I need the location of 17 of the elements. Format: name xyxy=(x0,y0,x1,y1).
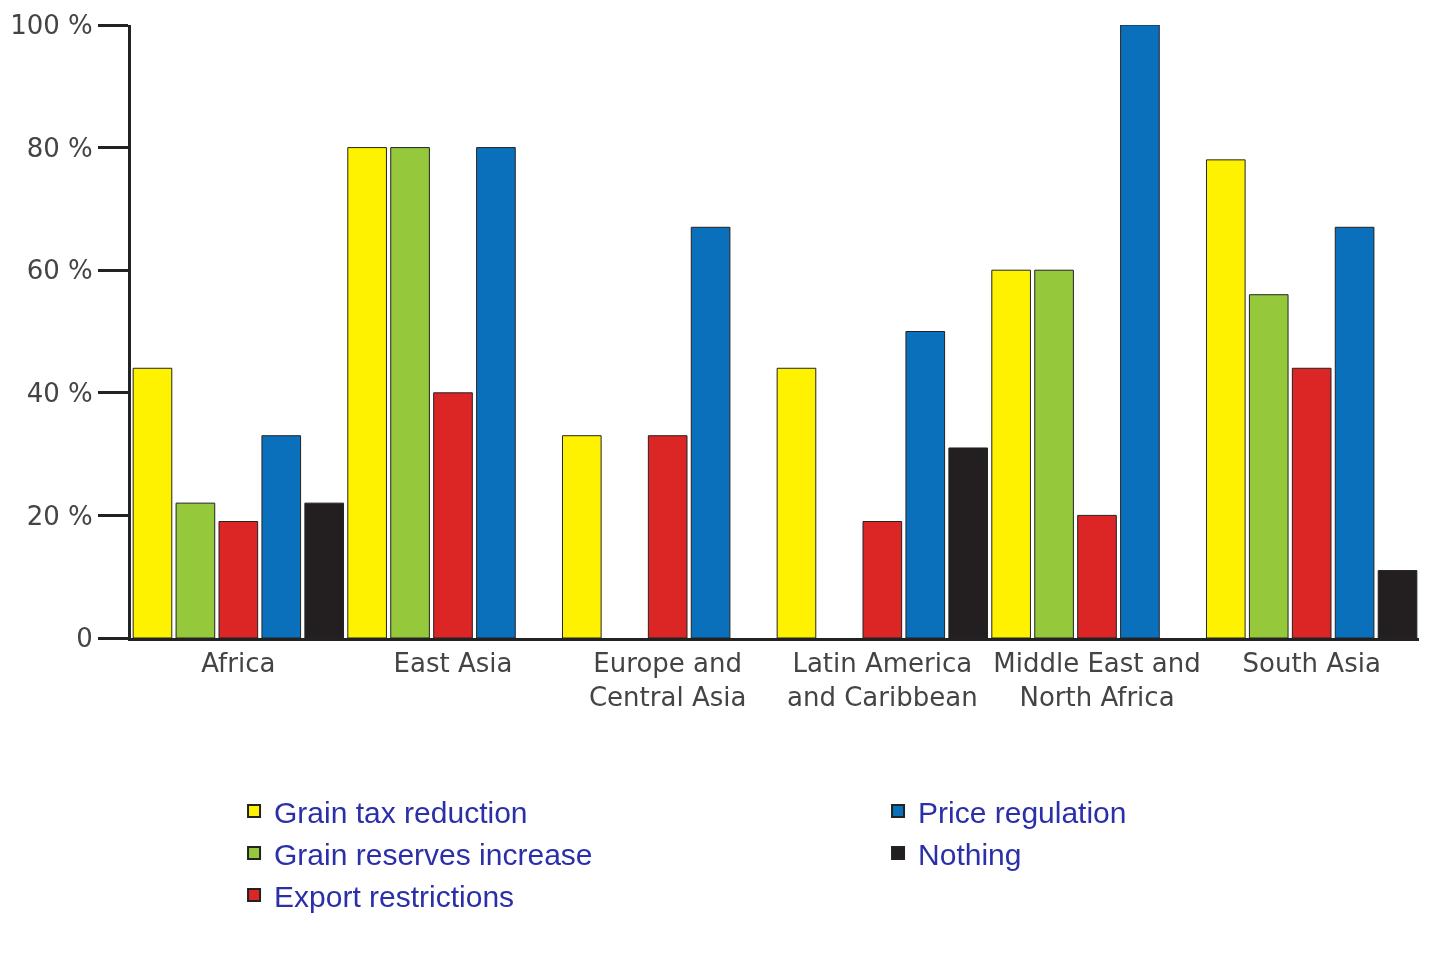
legend-label: Nothing xyxy=(918,837,1022,871)
y-tick-label: 40 % xyxy=(26,377,93,408)
x-tick-label: Latin America and Caribbean xyxy=(787,648,978,712)
y-tick-label: 0 xyxy=(76,623,93,654)
x-tick-label: East Asia xyxy=(393,648,513,679)
x-tick-label: Middle East and North Africa xyxy=(993,648,1201,712)
legend-label: Price regulation xyxy=(918,795,1127,829)
legend-label: Export restrictions xyxy=(274,879,515,913)
y-tick-label: 100 % xyxy=(10,10,93,41)
legend-label: Grain reserves increase xyxy=(274,837,593,871)
y-tick-label: 80 % xyxy=(26,132,93,163)
x-tick-label: Europe and Central Asia xyxy=(588,648,747,712)
y-tick-label: 60 % xyxy=(26,255,93,286)
x-tick-label: Africa xyxy=(201,648,276,679)
legend-label: Grain tax reduction xyxy=(274,795,528,829)
x-tick-label: South Asia xyxy=(1242,648,1381,679)
y-tick-label: 20 % xyxy=(26,500,93,531)
